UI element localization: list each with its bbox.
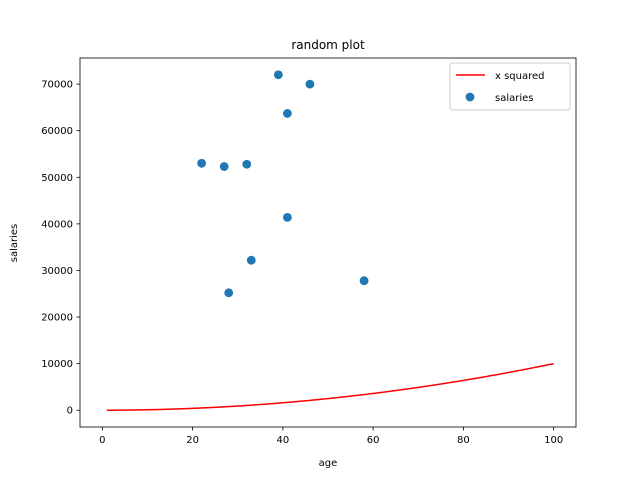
x-tick-label: 20 (186, 435, 199, 446)
scatter-point (282, 109, 292, 118)
x-tick-label: 0 (99, 435, 105, 446)
x-axis: 0 20 40 60 80 100 (99, 427, 563, 446)
y-tick-label: 40000 (41, 219, 73, 230)
y-tick-label: 60000 (41, 126, 73, 137)
y-tick-label: 50000 (41, 173, 73, 184)
y-axis: 0 10000 20000 30000 40000 50000 60000 70000 (41, 80, 80, 417)
x-axis-label: age (319, 458, 338, 469)
scatter-point (197, 158, 207, 168)
y-tick-label: 20000 (41, 313, 73, 324)
x-tick-label: 40 (277, 435, 290, 446)
scatter-point (246, 255, 256, 265)
scatter-point (273, 70, 283, 80)
y-axis-label: salaries (9, 224, 20, 263)
scatter-point (305, 79, 315, 89)
scatter-point (224, 288, 234, 298)
legend: x squared salaries (449, 62, 571, 111)
x-tick-label: 60 (367, 435, 380, 446)
y-tick-label: 30000 (41, 266, 73, 277)
scatter-point (219, 162, 229, 171)
axes-frame (79, 57, 577, 428)
legend-label-x-squared: x squared (495, 71, 545, 82)
y-tick-label: 70000 (41, 80, 73, 91)
series-line-x-squared (106, 362, 554, 411)
x-tick-label: 80 (457, 435, 470, 446)
scatter-point (359, 276, 369, 286)
x-tick-label: 100 (544, 435, 563, 446)
chart-title: random plot (291, 38, 365, 52)
y-tick-label: 10000 (41, 359, 73, 370)
scatter-point (282, 212, 292, 222)
scatter-point (242, 159, 252, 169)
plot-area (79, 57, 577, 428)
y-tick-label: 0 (67, 406, 73, 417)
legend-label-salaries: salaries (495, 93, 534, 104)
legend-swatch-salaries (465, 92, 475, 102)
